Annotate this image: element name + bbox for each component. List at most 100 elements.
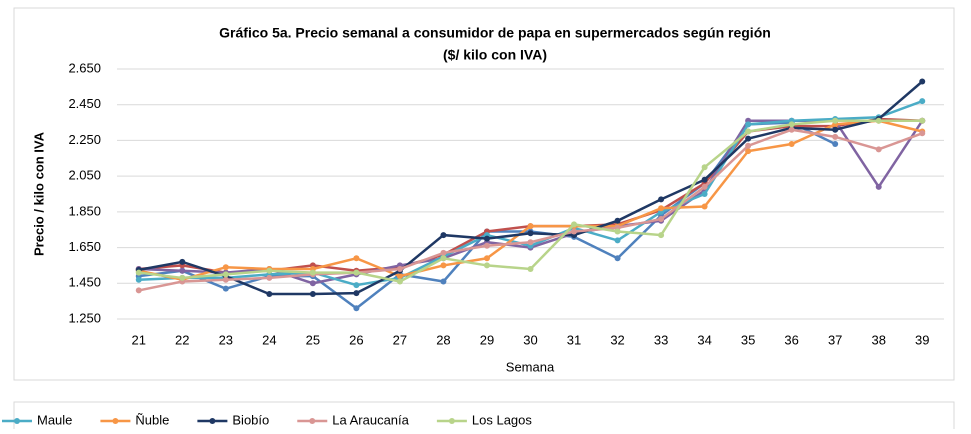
chart-frame <box>13 7 955 381</box>
data-point <box>179 274 186 281</box>
data-point <box>527 230 534 237</box>
data-point <box>658 205 665 212</box>
data-point <box>353 255 360 262</box>
data-point <box>875 146 882 153</box>
data-point <box>701 183 708 190</box>
data-point <box>135 287 142 294</box>
y-tick-label: 1.450 <box>68 275 101 290</box>
y-axis-label: Precio / kilo con IVA <box>31 131 46 256</box>
data-point <box>222 271 229 278</box>
data-point <box>527 266 534 272</box>
y-tick-label: 2.250 <box>68 132 101 147</box>
data-point <box>832 117 839 124</box>
data-point <box>135 269 142 276</box>
x-tick-label: 27 <box>393 332 407 347</box>
data-point <box>527 223 534 230</box>
y-tick-label: 2.450 <box>68 96 101 111</box>
data-point <box>745 121 752 128</box>
y-tick-label: 2.050 <box>68 168 101 183</box>
y-tick-label: 1.250 <box>68 310 101 325</box>
data-point <box>179 267 186 274</box>
data-point <box>701 191 708 197</box>
data-point <box>658 196 665 203</box>
x-tick-label: 28 <box>436 332 450 347</box>
data-point <box>614 217 621 224</box>
x-tick-label: 22 <box>175 332 189 347</box>
data-point <box>179 258 186 265</box>
data-point <box>919 98 926 105</box>
legend-label: Los Lagos <box>472 412 532 427</box>
data-point <box>701 164 708 171</box>
legend-marker <box>112 418 119 424</box>
data-point <box>483 255 490 262</box>
data-point <box>701 203 708 210</box>
data-point <box>353 269 360 276</box>
data-point <box>745 135 752 142</box>
legend-label: Biobío <box>232 412 269 427</box>
data-point <box>440 249 447 256</box>
data-point <box>614 228 621 235</box>
x-tick-label: 30 <box>523 332 537 347</box>
x-tick-label: 37 <box>828 332 842 347</box>
x-tick-label: 31 <box>567 332 581 347</box>
data-point <box>483 242 490 249</box>
data-point <box>396 278 403 285</box>
legend-label: Maule <box>37 412 72 427</box>
data-point <box>745 148 752 155</box>
data-point <box>788 121 795 128</box>
data-point <box>353 282 360 289</box>
data-point <box>309 291 316 297</box>
data-point <box>440 232 447 239</box>
data-point <box>571 221 578 228</box>
data-point <box>875 117 882 124</box>
x-tick-label: 24 <box>262 332 276 347</box>
data-point <box>658 232 665 239</box>
legend-marker <box>209 418 216 424</box>
data-point <box>919 78 926 85</box>
data-point <box>266 274 273 281</box>
x-tick-label: 35 <box>741 332 755 347</box>
data-point <box>832 141 839 147</box>
data-point <box>919 130 926 137</box>
data-point <box>440 255 447 262</box>
data-point <box>527 239 534 246</box>
y-tick-label: 2.650 <box>68 60 101 75</box>
data-point <box>614 255 621 262</box>
x-tick-label: 25 <box>306 332 320 347</box>
x-tick-label: 39 <box>915 332 929 347</box>
data-point <box>222 285 229 292</box>
legend-marker <box>14 418 20 424</box>
data-point <box>658 216 665 222</box>
x-tick-label: 38 <box>871 332 885 347</box>
data-point <box>396 273 403 280</box>
data-point <box>571 228 578 235</box>
data-point <box>745 142 752 149</box>
chart-title: Gráfico 5a. Precio semanal a consumidor … <box>219 25 771 41</box>
data-point <box>309 280 316 287</box>
data-point <box>440 262 447 269</box>
data-point <box>353 290 360 297</box>
data-point <box>135 276 142 283</box>
data-point <box>832 126 839 133</box>
x-tick-label: 32 <box>610 332 624 347</box>
data-point <box>266 291 273 297</box>
x-tick-label: 29 <box>480 332 494 347</box>
data-point <box>701 176 708 183</box>
data-point <box>788 126 795 133</box>
data-point <box>353 305 360 312</box>
data-point <box>788 141 795 147</box>
x-tick-label: 23 <box>219 332 233 347</box>
data-point <box>483 262 490 269</box>
data-point <box>919 117 926 124</box>
x-tick-label: 33 <box>654 332 668 347</box>
data-point <box>440 278 447 285</box>
legend-label: Ñuble <box>135 412 169 427</box>
data-point <box>266 267 273 274</box>
x-tick-label: 34 <box>697 332 711 347</box>
x-tick-label: 36 <box>784 332 798 347</box>
data-point <box>309 269 316 276</box>
y-tick-label: 1.650 <box>68 239 101 254</box>
chart-subtitle: ($/ kilo con IVA) <box>443 47 547 63</box>
x-tick-label: 21 <box>132 332 146 347</box>
